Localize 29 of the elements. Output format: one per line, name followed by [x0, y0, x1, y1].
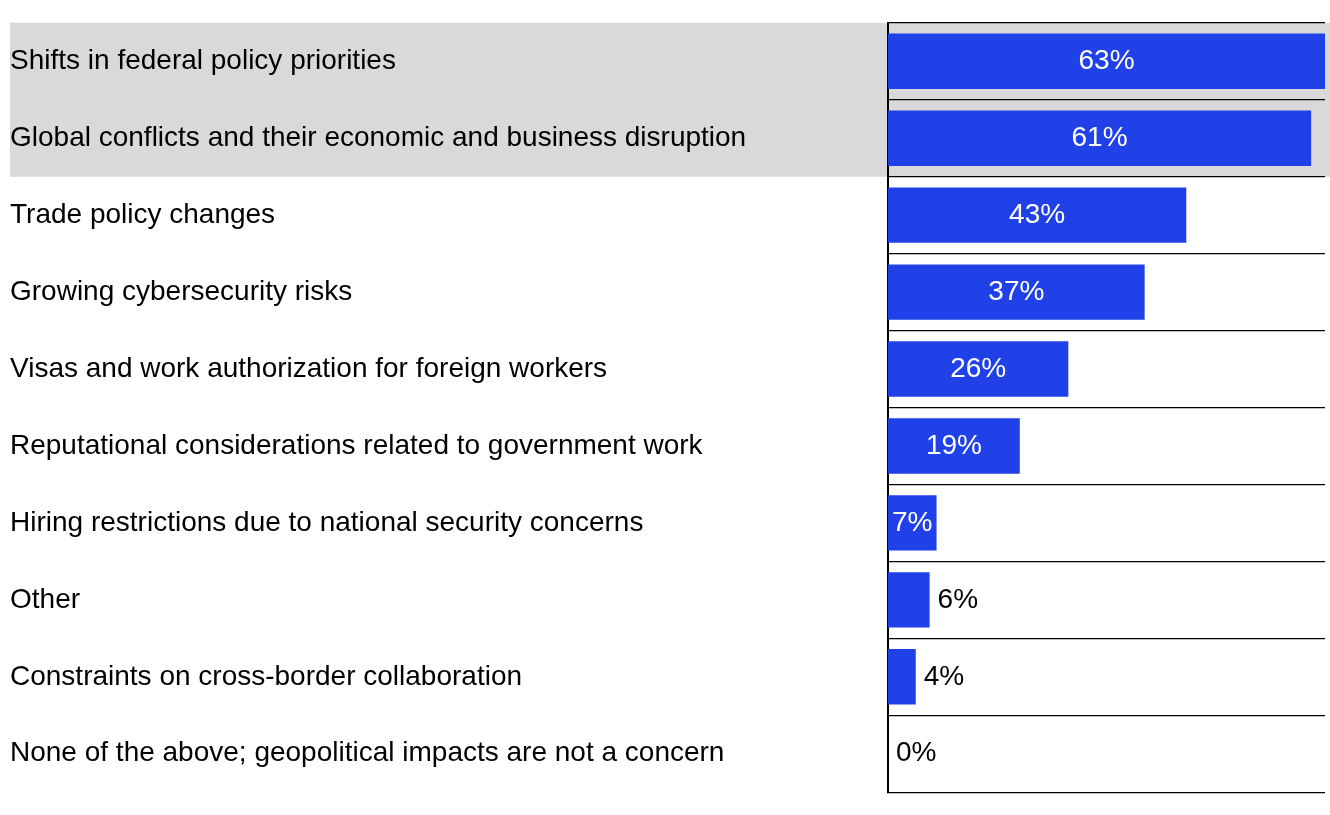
- bar: [888, 341, 1069, 397]
- y-tick-label: Shifts in federal policy priorities: [10, 43, 396, 75]
- bar: [888, 110, 1312, 166]
- y-tick-label: Visas and work authorization for foreign workers: [10, 351, 608, 383]
- bar: [888, 33, 1325, 89]
- data-label: 63%: [1078, 43, 1135, 75]
- data-label: 43%: [1009, 197, 1066, 229]
- bar: [888, 572, 930, 628]
- bar: [888, 187, 1187, 243]
- data-label: 37%: [988, 274, 1045, 306]
- y-tick-label: Global conflicts and their economic and business disruption: [10, 120, 747, 152]
- y-tick-label: Growing cybersecurity risks: [10, 274, 353, 306]
- y-tick-label: Hiring restrictions due to national security concerns: [10, 505, 644, 537]
- data-label: 19%: [925, 428, 982, 460]
- data-label: 0%: [896, 736, 937, 768]
- data-label: 4%: [923, 659, 965, 691]
- data-label: 61%: [1071, 120, 1128, 152]
- data-label: 26%: [950, 351, 1007, 383]
- bar: [888, 264, 1145, 320]
- y-tick-label: Reputational considerations related to government work: [10, 428, 704, 460]
- bar: [888, 649, 916, 705]
- y-tick-label: None of the above; geopolitical impacts are not a concern: [10, 736, 725, 768]
- y-tick-label: Constraints on cross-border collaboration: [10, 659, 523, 691]
- bar: [888, 495, 937, 551]
- bar: [888, 418, 1020, 474]
- data-label: 6%: [937, 582, 979, 614]
- y-tick-label: Other: [10, 582, 81, 614]
- y-tick-label: Trade policy changes: [10, 197, 276, 229]
- data-label: 7%: [892, 505, 933, 537]
